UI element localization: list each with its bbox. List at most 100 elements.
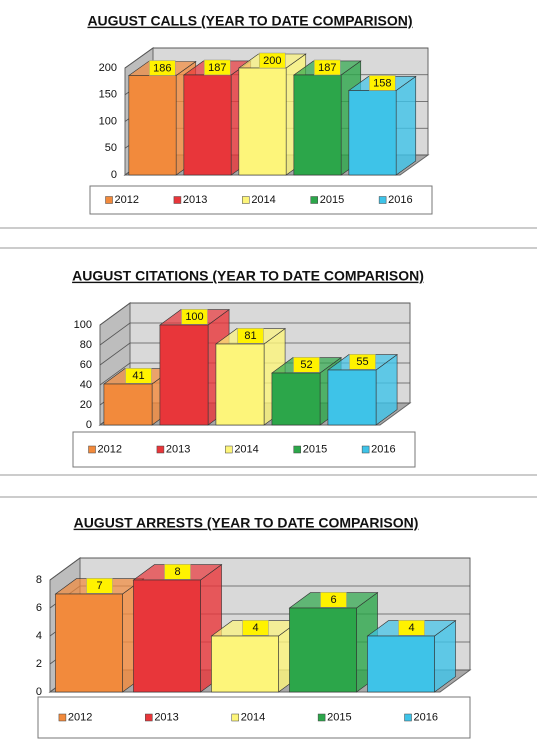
value-label-box	[149, 60, 176, 76]
grid-line-side	[99, 302, 131, 326]
value-label: 4	[252, 622, 258, 634]
value-label-box	[293, 357, 320, 373]
value-label-box	[181, 309, 208, 325]
bar	[238, 67, 287, 176]
y-tick-label: 0	[36, 686, 42, 698]
y-tick-label: 150	[99, 89, 117, 101]
value-label: 6	[330, 594, 336, 606]
bar	[215, 343, 265, 426]
grid-line-side	[99, 362, 131, 386]
value-label-box	[86, 578, 113, 594]
legend-label: 2015	[303, 443, 327, 455]
legend-label: 2015	[320, 194, 344, 206]
bar-side	[395, 75, 417, 176]
legend-swatch	[317, 713, 326, 722]
value-label: 100	[185, 311, 203, 323]
legend-label: 2013	[166, 443, 190, 455]
bar	[289, 607, 357, 693]
legend-swatch	[404, 713, 412, 722]
legend-swatch	[145, 713, 153, 722]
value-label: 7	[96, 580, 102, 592]
legend-swatch	[105, 196, 113, 204]
bar	[133, 579, 201, 693]
grid-line-side	[99, 322, 131, 346]
bar	[128, 75, 177, 176]
value-label: 186	[153, 62, 171, 74]
legend-swatch	[225, 445, 233, 454]
legend-label: 2012	[115, 194, 139, 206]
chart-title: AUGUST CALLS (YEAR TO DATE COMPARISON)	[87, 13, 412, 29]
y-tick-label: 100	[99, 115, 117, 127]
value-label-box	[125, 368, 152, 384]
legend-swatch	[88, 445, 96, 454]
legend-swatch	[310, 196, 318, 204]
legend-label: 2013	[154, 711, 178, 723]
value-label-box	[259, 52, 286, 69]
value-label: 8	[174, 566, 180, 578]
value-label-box	[242, 620, 269, 636]
y-tick-label: 4	[36, 630, 42, 642]
legend-swatch	[231, 713, 239, 722]
value-label: 200	[263, 55, 281, 67]
chart-title: AUGUST ARRESTS (YEAR TO DATE COMPARISON)	[74, 515, 419, 531]
bar	[159, 324, 209, 426]
bar	[183, 74, 232, 176]
legend-label: 2012	[68, 711, 92, 723]
y-tick-label: 8	[36, 574, 42, 586]
grid-line-side	[124, 47, 154, 69]
y-tick-label: 20	[80, 399, 92, 411]
value-label-box	[314, 59, 341, 76]
value-label: 81	[244, 330, 256, 342]
y-tick-label: 0	[111, 169, 117, 181]
y-tick-label: 50	[105, 142, 117, 154]
legend-swatch	[156, 445, 165, 454]
legend-box	[89, 185, 433, 215]
value-label: 158	[373, 77, 391, 89]
legend-label: 2016	[388, 194, 412, 206]
grid-line-side	[49, 557, 81, 581]
legend-swatch	[293, 445, 301, 454]
bar	[293, 74, 342, 176]
value-label-box	[349, 354, 376, 370]
bar	[103, 383, 153, 426]
legend-swatch	[173, 196, 182, 204]
value-label: 4	[408, 622, 414, 634]
legend-label: 2014	[241, 711, 265, 723]
value-label: 52	[300, 359, 312, 371]
grid-line-side	[99, 342, 131, 366]
legend-swatch	[378, 196, 387, 204]
bar	[271, 372, 321, 426]
value-label-box	[369, 75, 396, 91]
legend-box	[72, 431, 416, 468]
value-label: 55	[356, 356, 368, 368]
y-tick-label: 80	[80, 339, 92, 351]
value-label: 187	[208, 62, 226, 74]
y-tick-label: 2	[36, 658, 42, 670]
chart-title: AUGUST CITATIONS (YEAR TO DATE COMPARISO…	[72, 268, 424, 284]
legend-box	[37, 696, 471, 739]
y-tick-label: 200	[99, 62, 117, 74]
legend-swatch	[242, 196, 250, 204]
bar	[367, 635, 435, 693]
value-label-box	[320, 592, 347, 608]
value-label-box	[204, 59, 231, 76]
value-label: 41	[132, 370, 144, 382]
value-label: 187	[318, 62, 336, 74]
value-label-box	[164, 564, 191, 580]
y-tick-label: 60	[80, 359, 92, 371]
bar	[327, 369, 377, 426]
legend-swatch	[361, 445, 370, 454]
legend-label: 2013	[183, 194, 207, 206]
legend-swatch	[58, 713, 67, 722]
y-tick-label: 0	[86, 419, 92, 431]
legend-label: 2015	[327, 711, 351, 723]
bar	[348, 90, 397, 176]
legend-label: 2016	[371, 443, 395, 455]
bar	[211, 635, 279, 693]
value-label-box	[398, 620, 425, 636]
value-label-box	[237, 328, 264, 344]
y-tick-label: 100	[74, 319, 92, 331]
legend-label: 2016	[414, 711, 438, 723]
bar	[55, 593, 123, 693]
